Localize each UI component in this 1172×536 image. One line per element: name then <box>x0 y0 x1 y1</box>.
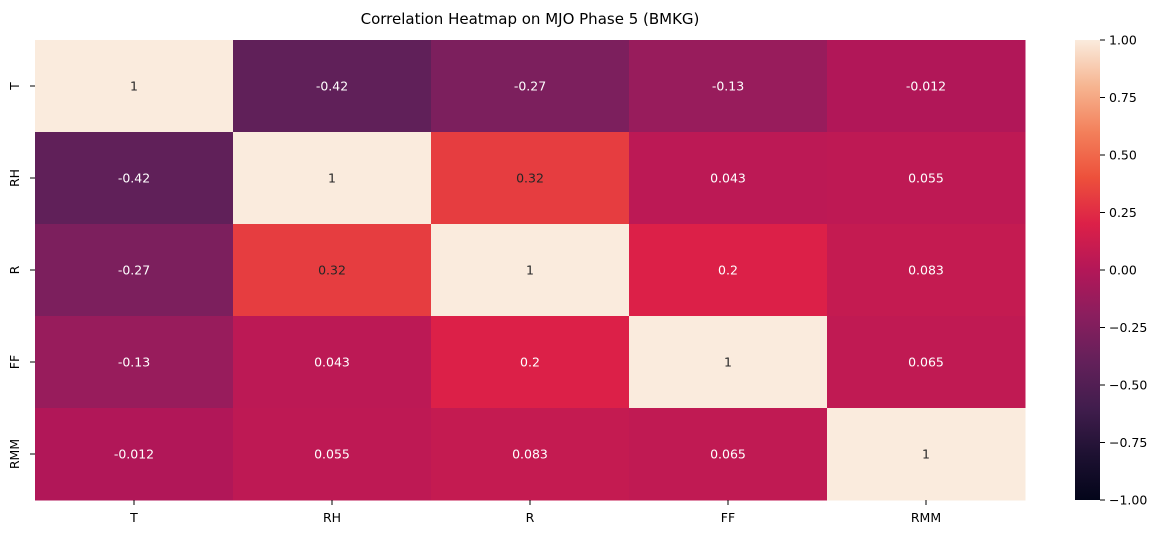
heatmap-cell <box>233 132 432 225</box>
cell-annotation: -0.012 <box>906 79 946 94</box>
cell-annotation: 1 <box>328 171 336 186</box>
x-axis: T RH R FF RMM <box>129 500 941 525</box>
x-tick-label: FF <box>721 510 735 525</box>
cell-annotation: 1 <box>130 79 138 94</box>
cell-annotation: -0.13 <box>118 355 150 370</box>
cell-annotation: 1 <box>724 355 732 370</box>
heatmap-cell <box>233 408 432 501</box>
cell-annotation: 0.043 <box>710 171 746 186</box>
cell-annotation: 0.32 <box>516 171 544 186</box>
cell-annotation: 0.2 <box>718 263 738 278</box>
colorbar-tick-label: −0.50 <box>1109 378 1147 393</box>
heatmap-cell <box>827 408 1026 501</box>
heatmap-cell <box>431 224 630 317</box>
heatmap-cell <box>431 316 630 409</box>
colorbar-tick-label: 0.50 <box>1109 148 1137 163</box>
colorbar-tick-label: −1.00 <box>1109 493 1147 508</box>
cell-annotation: -0.42 <box>316 79 348 94</box>
colorbar-tick-label: 0.25 <box>1109 205 1137 220</box>
heatmap-cell <box>629 132 828 225</box>
heatmap-cell <box>827 132 1026 225</box>
cell-annotation: 0.065 <box>710 447 746 462</box>
cell-annotation: -0.012 <box>114 447 154 462</box>
colorbar-gradient <box>1075 40 1100 500</box>
heatmap-cells: 1 -0.42 -0.27 -0.13 -0.012 -0.42 1 0.32 0.043 0.0… <box>35 40 1026 501</box>
x-tick-label: T <box>129 510 138 525</box>
cell-annotation: 1 <box>922 447 930 462</box>
y-tick-label: R <box>7 265 22 274</box>
cell-annotation: 0.055 <box>314 447 350 462</box>
cell-annotation: -0.42 <box>118 171 150 186</box>
cell-annotation: -0.27 <box>514 79 546 94</box>
heatmap-cell <box>629 408 828 501</box>
heatmap-cell <box>431 132 630 225</box>
colorbar-tick-label: 0.00 <box>1109 263 1137 278</box>
heatmap-cell <box>629 316 828 409</box>
heatmap-cell <box>827 40 1026 133</box>
cell-annotation: 0.065 <box>908 355 944 370</box>
y-tick-label: RMM <box>7 439 22 469</box>
y-tick-label: FF <box>7 355 22 369</box>
heatmap-cell <box>827 224 1026 317</box>
cell-annotation: 0.32 <box>318 263 346 278</box>
heatmap-cell <box>827 316 1026 409</box>
x-tick-label: RMM <box>911 510 941 525</box>
cell-annotation: 0.083 <box>908 263 944 278</box>
colorbar-tick-label: −0.25 <box>1109 320 1147 335</box>
heatmap-cell <box>629 224 828 317</box>
y-tick-label: RH <box>7 169 22 187</box>
cell-annotation: -0.27 <box>118 263 150 278</box>
heatmap-cell <box>35 132 234 225</box>
colorbar-tick-label: 0.75 <box>1109 90 1137 105</box>
colorbar <box>1075 40 1100 500</box>
cell-annotation: 1 <box>526 263 534 278</box>
y-tick-label: T <box>7 82 22 91</box>
cell-annotation: 0.083 <box>512 447 548 462</box>
cell-annotation: -0.13 <box>712 79 744 94</box>
heatmap-cell <box>35 40 234 133</box>
chart-title: Correlation Heatmap on MJO Phase 5 (BMKG… <box>361 10 700 28</box>
heatmap-cell <box>233 224 432 317</box>
cell-annotation: 0.043 <box>314 355 350 370</box>
heatmap-cell <box>233 40 432 133</box>
heatmap-cell <box>431 40 630 133</box>
heatmap-cell <box>35 408 234 501</box>
x-tick-label: R <box>526 510 535 525</box>
heatmap-cell <box>629 40 828 133</box>
cell-annotation: 0.2 <box>520 355 540 370</box>
heatmap-cell <box>35 224 234 317</box>
colorbar-tick-label: −0.75 <box>1109 435 1147 450</box>
x-tick-label: RH <box>323 510 341 525</box>
heatmap-cell <box>35 316 234 409</box>
colorbar-tick-label: 1.00 <box>1109 33 1137 48</box>
heatmap-cell <box>431 408 630 501</box>
cell-annotation: 0.055 <box>908 171 944 186</box>
heatmap-cell <box>233 316 432 409</box>
colorbar-ticks: 1.00 0.75 0.50 0.25 0.00 −0.25 −0.50 −0.75 −1.00 <box>1100 33 1147 508</box>
y-axis: T RH R FF RMM <box>7 82 35 469</box>
